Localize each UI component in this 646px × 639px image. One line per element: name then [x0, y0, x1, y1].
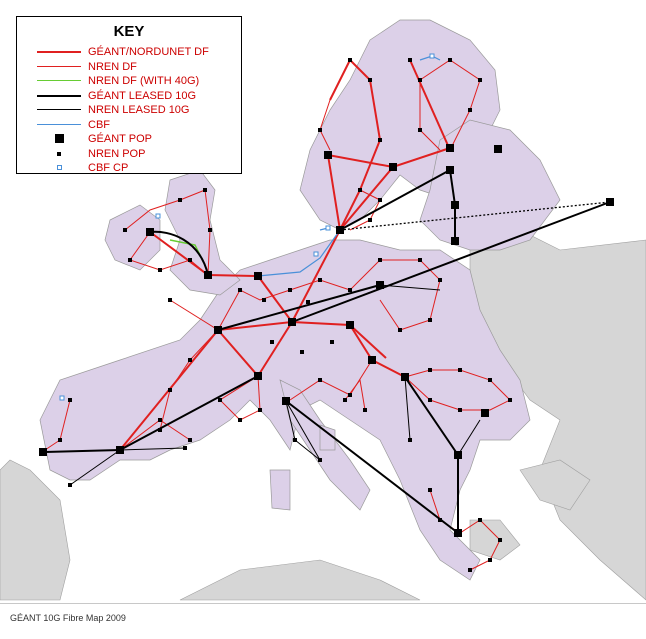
- geant-pop-tallinn: [494, 145, 502, 153]
- geant-pop-copenhagen: [336, 226, 344, 234]
- geant-pop-stockholm: [389, 163, 397, 171]
- key-item: NREN DF (WITH 40G): [17, 74, 241, 88]
- geant-pop-milan: [282, 397, 290, 405]
- key-title: KEY: [113, 23, 145, 40]
- geant-pop-lisbon: [39, 448, 47, 456]
- cbf-cps: [59, 53, 435, 401]
- geant-pop-madrid: [116, 446, 124, 454]
- key-label: NREN DF: [88, 60, 137, 73]
- key-swatch: [37, 65, 81, 67]
- geant-pop-vienna: [368, 356, 376, 364]
- geant-pop-helsinki: [446, 144, 454, 152]
- geant-pop-dublin: [146, 228, 154, 236]
- key-item: NREN LEASED 10G: [17, 103, 241, 117]
- geant-pop-poznan: [451, 237, 459, 245]
- geant-pop-geneva: [254, 372, 262, 380]
- key-label: NREN POP: [88, 147, 146, 160]
- key-swatch: [57, 165, 62, 170]
- key-label: GÉANT LEASED 10G: [88, 89, 197, 102]
- key-item: CBF: [17, 118, 241, 132]
- key-swatch: [37, 123, 81, 125]
- nren-pops: [58, 58, 512, 572]
- key-swatch: [55, 134, 64, 143]
- geant-pop-oslo: [324, 151, 332, 159]
- geant-pop-riga: [446, 166, 454, 174]
- key-label: CBF CP: [88, 162, 129, 174]
- geant-pop-budapest: [401, 373, 409, 381]
- caption-divider: [0, 603, 646, 604]
- geant-pop-athens: [454, 529, 462, 537]
- key-label: NREN DF (WITH 40G): [88, 75, 200, 87]
- geant-pop-kaunas: [451, 201, 459, 209]
- geant-pop-frankfurt: [288, 318, 296, 326]
- key-label: CBF: [88, 118, 110, 131]
- geant-pop-london: [204, 271, 212, 279]
- map-key: KEY GÉANT/NORDUNET DF NREN DF NREN DF (WIT…: [16, 16, 242, 174]
- geant-pop-paris: [214, 326, 222, 334]
- geant-pops: [39, 144, 614, 537]
- geant-pop-sofia: [454, 451, 462, 459]
- key-label: GÉANT/NORDUNET DF: [88, 46, 209, 58]
- key-swatch: [37, 80, 81, 81]
- key-swatch: [37, 94, 81, 97]
- key-swatch: [37, 51, 81, 53]
- map-caption: GÉANT 10G Fibre Map 2009: [10, 613, 126, 623]
- geant-pop-moscow: [606, 198, 614, 206]
- key-swatch: [57, 151, 61, 156]
- geant-pop-bucharest: [481, 409, 489, 417]
- key-item: NREN DF: [17, 60, 241, 74]
- key-item: GÉANT/NORDUNET DF: [17, 45, 241, 59]
- key-label: NREN LEASED 10G: [88, 104, 190, 116]
- key-swatch: [37, 109, 81, 110]
- dotted-link: [339, 201, 611, 231]
- geant-pop-prague: [346, 321, 354, 329]
- geant-pop-amsterdam: [254, 272, 262, 280]
- key-item: CBF CP: [17, 161, 241, 175]
- key-item: GÉANT LEASED 10G: [17, 89, 241, 103]
- key-item: GÉANT POP: [17, 132, 241, 146]
- key-label: GÉANT POP: [88, 133, 152, 145]
- key-item: NREN POP: [17, 147, 241, 161]
- geant-pop-warsaw-link: [376, 281, 384, 289]
